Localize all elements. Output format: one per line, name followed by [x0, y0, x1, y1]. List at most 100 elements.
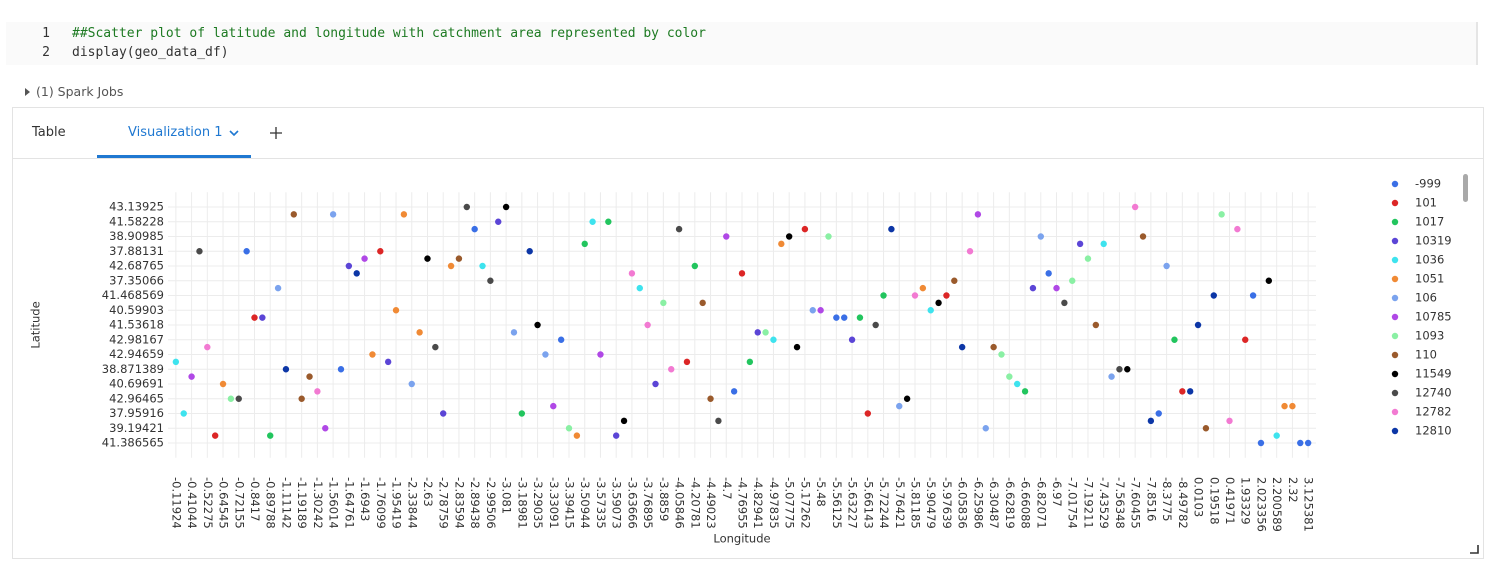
- point: [1297, 439, 1304, 447]
- point: [550, 402, 557, 410]
- y-tick-label: 41.468569: [102, 288, 164, 302]
- point: [432, 343, 439, 351]
- legend-label: 1036: [1415, 253, 1444, 267]
- point: [1273, 432, 1280, 439]
- point: [785, 233, 793, 240]
- spark-jobs[interactable]: (1) Spark Jobs: [24, 84, 123, 99]
- x-tick-label: -5.63227: [846, 477, 860, 529]
- y-tick-label: 38.871389: [102, 362, 164, 376]
- legend-scrollbar[interactable]: [1463, 174, 1468, 202]
- add-tab[interactable]: [270, 127, 282, 139]
- point: [872, 321, 879, 329]
- point: [612, 432, 620, 439]
- point: [259, 314, 266, 321]
- x-tick-label: 0.19518: [1207, 477, 1221, 525]
- point: [919, 284, 927, 292]
- point: [1029, 284, 1037, 292]
- x-tick-label: -2.99506: [484, 477, 498, 529]
- y-tick-label: 43.13925: [109, 200, 164, 214]
- point: [518, 410, 526, 417]
- expand-icon: [25, 88, 30, 96]
- x-tick-label: -3.50944: [578, 477, 592, 529]
- point: [990, 343, 997, 351]
- point: [746, 358, 754, 366]
- point: [1210, 292, 1217, 299]
- point: [1108, 373, 1115, 380]
- point: [290, 211, 298, 218]
- x-tick-label: -1.95419: [390, 477, 404, 529]
- tab-bar: Table Visualization 1: [13, 108, 1483, 159]
- x-tick-label: -7.19211: [1081, 477, 1095, 529]
- x-tick-label: -6.30487: [987, 477, 1001, 529]
- point: [896, 402, 903, 410]
- point: [1037, 233, 1044, 240]
- y-tick-label: 37.35066: [109, 273, 164, 287]
- point: [479, 262, 486, 270]
- code-cell[interactable]: 1 ##Scatter plot of latitude and longitu…: [6, 22, 1478, 65]
- point: [1171, 336, 1178, 343]
- point: [274, 284, 282, 292]
- x-tick-label: -1.64761: [342, 477, 356, 529]
- x-tick-label: -3.18981: [515, 477, 529, 529]
- point: [864, 410, 872, 417]
- point: [1257, 439, 1265, 447]
- legend-marker: [1391, 199, 1399, 207]
- point: [1069, 277, 1076, 284]
- tab-menu-icon[interactable]: [229, 129, 239, 137]
- legend-marker: [1391, 408, 1399, 416]
- point: [455, 255, 463, 262]
- x-tick-label: -5.48: [814, 477, 828, 507]
- point: [809, 307, 816, 314]
- x-tick-label: 2.023356: [1254, 477, 1268, 532]
- point: [1194, 321, 1202, 329]
- legend-label: 10785: [1415, 310, 1452, 324]
- legend-label: 12810: [1415, 424, 1452, 438]
- point: [888, 225, 895, 233]
- point: [707, 395, 714, 402]
- legend-label: 10319: [1415, 234, 1452, 248]
- point: [1021, 388, 1029, 395]
- resize-handle[interactable]: [1469, 544, 1479, 554]
- legend-label: 101: [1415, 196, 1437, 210]
- point: [966, 248, 974, 255]
- tab[interactable]: Table: [32, 125, 66, 140]
- output-panel: Table Visualization 1: [12, 107, 1484, 559]
- x-tick-label: -4.97835: [767, 477, 781, 529]
- point: [738, 270, 746, 277]
- point: [958, 343, 966, 351]
- tab-active[interactable]: Visualization 1: [128, 125, 223, 140]
- point: [1053, 284, 1060, 292]
- point: [754, 329, 761, 336]
- point: [825, 233, 832, 240]
- point: [620, 417, 628, 425]
- point: [793, 343, 801, 351]
- point: [495, 218, 502, 225]
- x-tick-label: -7.01754: [1066, 477, 1080, 529]
- point: [833, 314, 840, 321]
- y-tick-label: 42.68765: [109, 259, 164, 273]
- x-tick-label: -3.33091: [547, 477, 561, 529]
- point: [235, 395, 242, 402]
- x-tick-label: -3.76895: [641, 477, 655, 529]
- x-tick-label: -5.56125: [830, 477, 844, 529]
- point: [1092, 321, 1100, 329]
- x-tick-label: -7.8516: [1144, 477, 1158, 521]
- point: [841, 314, 848, 321]
- point: [636, 284, 643, 292]
- point: [282, 366, 290, 373]
- legend-marker: [1391, 275, 1399, 283]
- legend-marker: [1391, 351, 1399, 359]
- point: [652, 380, 659, 388]
- x-tick-label: -1.76099: [374, 477, 388, 529]
- x-tick-label: -8.3775: [1160, 477, 1174, 521]
- point: [337, 366, 345, 373]
- x-tick-label: -2.63: [421, 477, 435, 507]
- point: [400, 211, 408, 218]
- point: [581, 240, 588, 248]
- point: [778, 240, 785, 248]
- point: [408, 380, 415, 388]
- point: [1139, 233, 1147, 240]
